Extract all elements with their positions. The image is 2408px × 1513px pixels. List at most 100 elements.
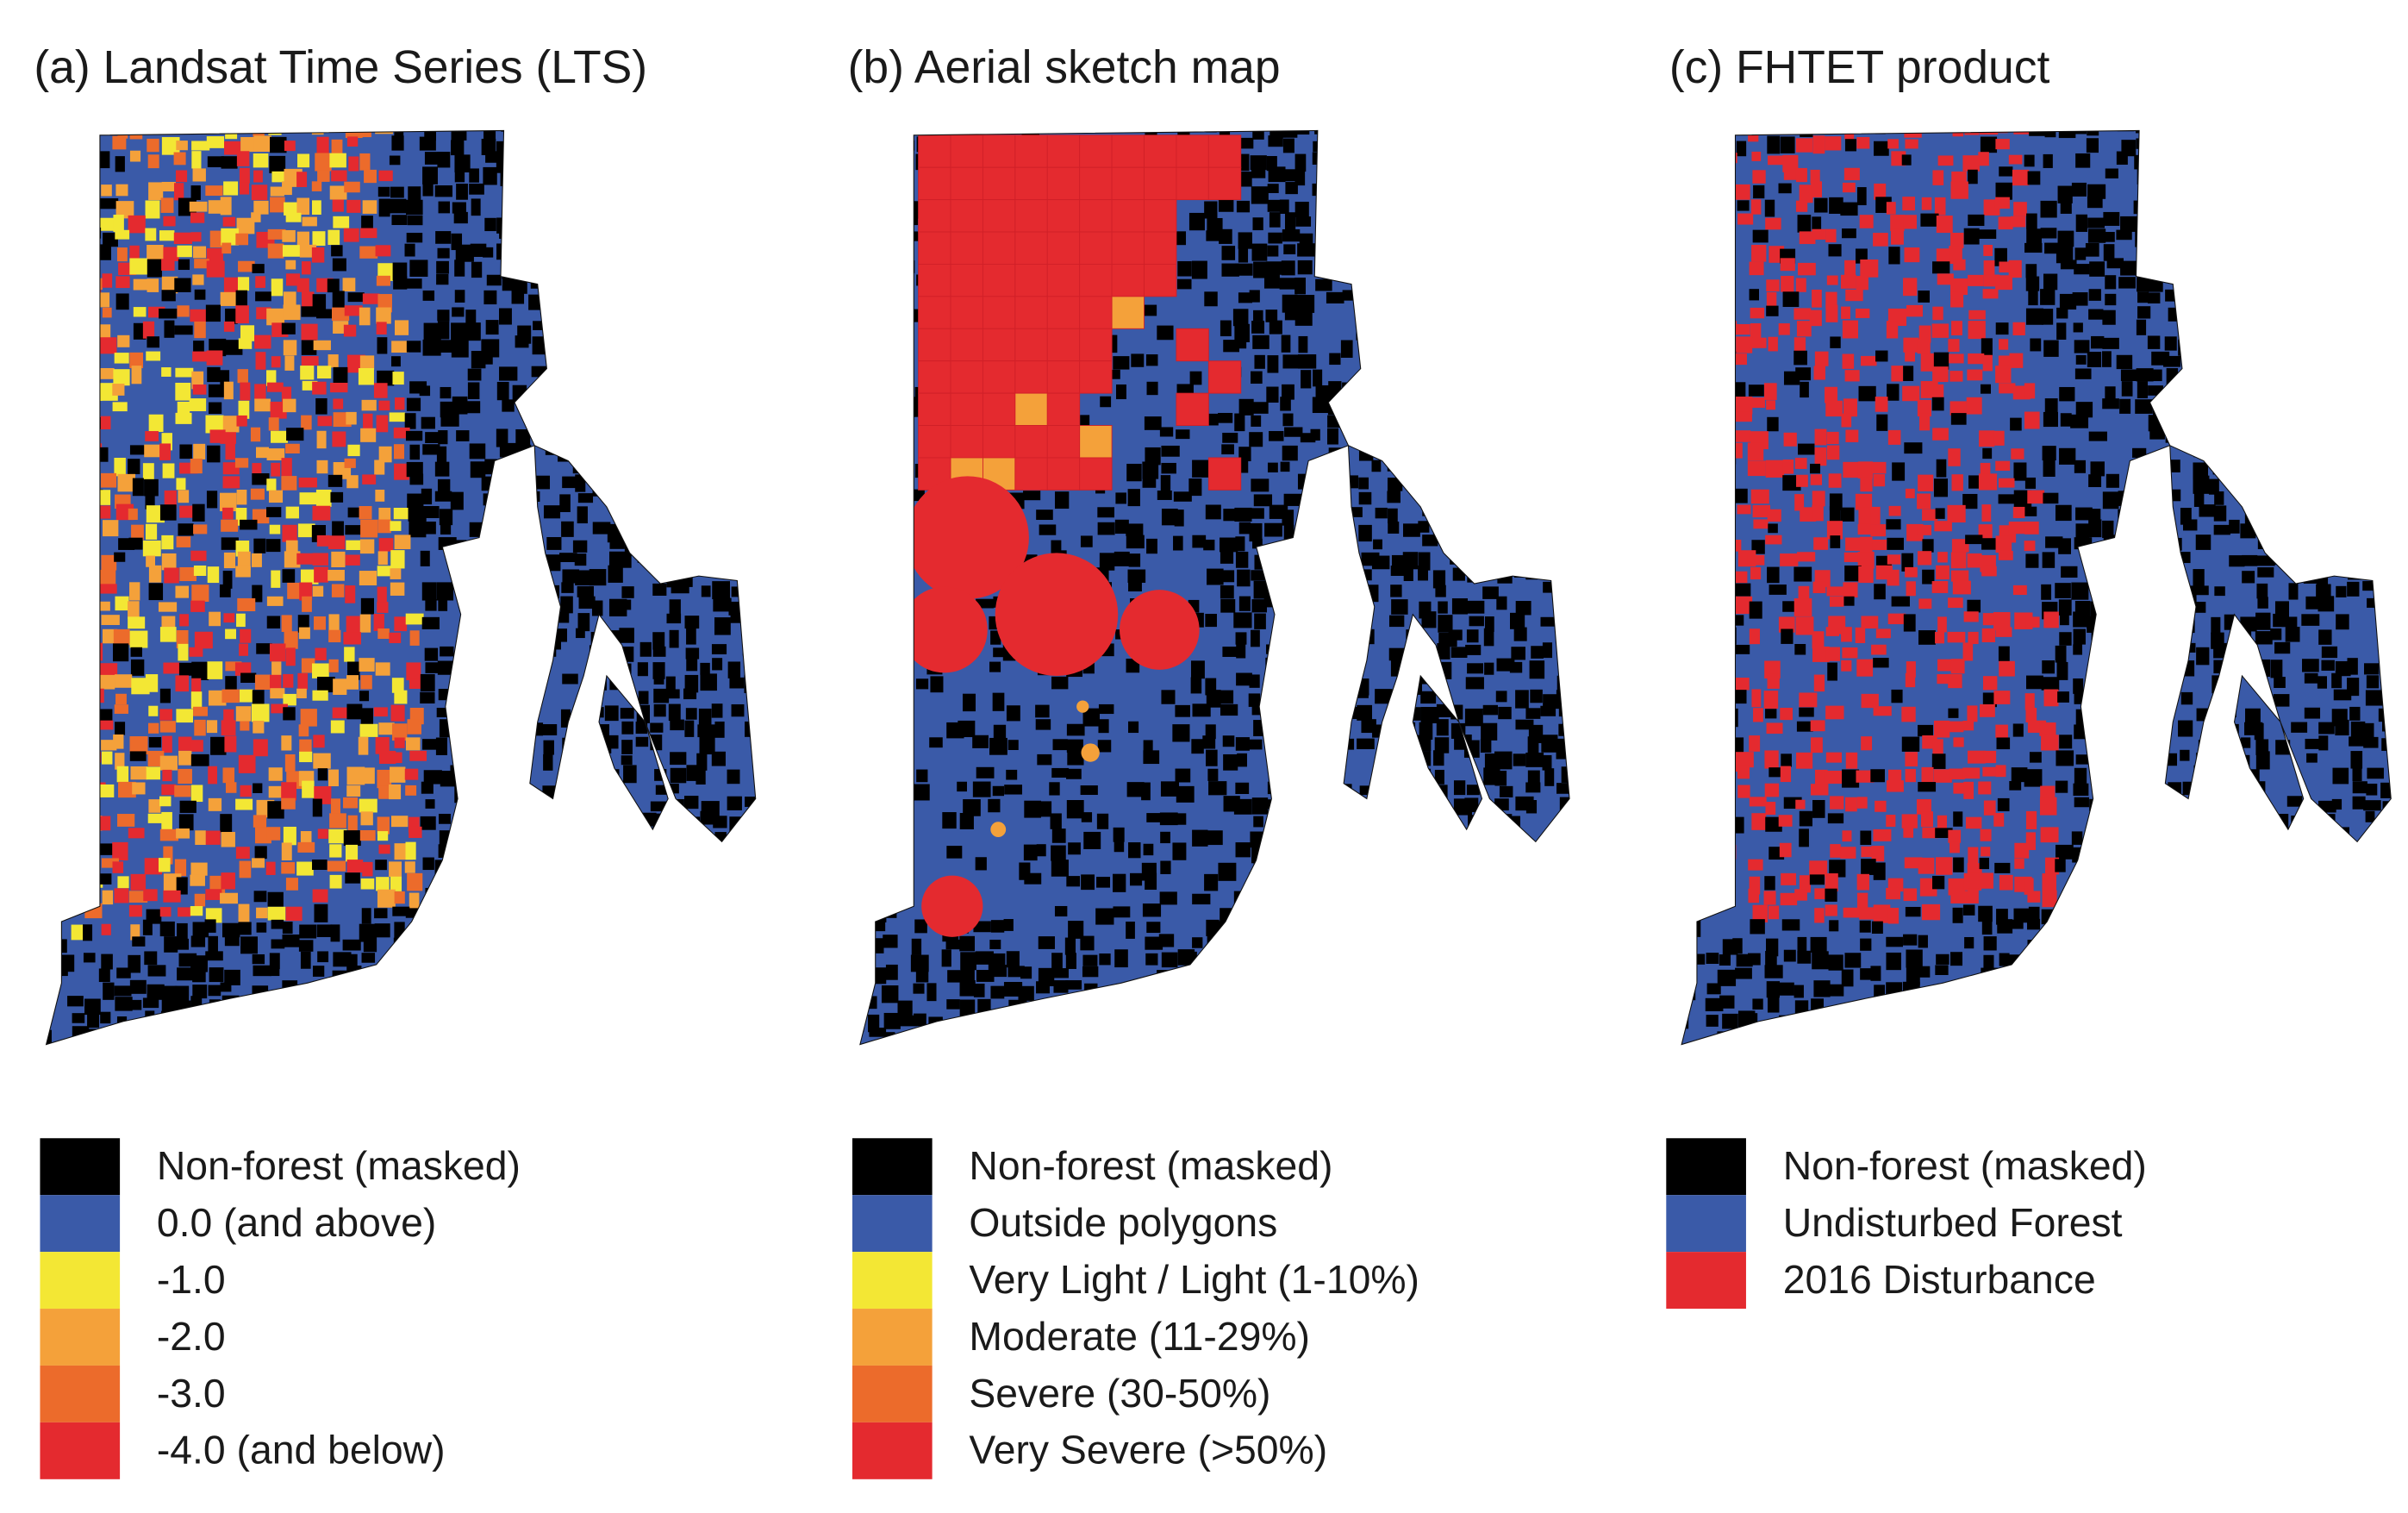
map-cell <box>859 259 869 277</box>
map-cell <box>870 478 881 492</box>
map-cell <box>1692 335 1709 347</box>
map-cell <box>284 996 303 1009</box>
map-cell <box>2304 442 2318 454</box>
map-cell <box>128 828 145 839</box>
map-cell <box>69 783 81 802</box>
map-cell <box>1841 413 1852 428</box>
map-cell <box>1968 847 1979 866</box>
map-cell <box>2352 847 2366 865</box>
map-cell <box>900 366 911 378</box>
map-cell <box>1690 459 1708 475</box>
map-cell <box>1751 151 1762 161</box>
map-cell <box>112 402 128 412</box>
map-cell <box>2269 829 2286 845</box>
map-cell <box>419 136 436 151</box>
map-cell <box>2349 736 2366 747</box>
map-cell <box>328 474 343 487</box>
map-cell <box>702 1044 714 1045</box>
map-cell <box>1264 707 1281 720</box>
map-cell <box>1145 953 1158 966</box>
map-cell <box>1006 769 1018 780</box>
map-cell <box>1875 350 1888 362</box>
map-cell <box>435 737 447 755</box>
map-cell <box>2245 708 2261 723</box>
map-cell <box>1110 369 1120 379</box>
map-cell <box>66 799 80 816</box>
map-cell <box>148 414 164 433</box>
map-cell <box>297 153 310 168</box>
map-cell <box>1544 955 1557 966</box>
map-cell <box>1917 399 1931 417</box>
map-cell <box>1269 1028 1280 1038</box>
map-cell <box>514 661 527 678</box>
map-cell <box>378 170 393 182</box>
map-cell <box>1799 828 1809 847</box>
map-cell <box>46 292 53 307</box>
map-cell <box>1931 323 1949 338</box>
map-cell <box>558 1015 577 1032</box>
map-cell <box>590 860 600 872</box>
map-cell <box>285 443 300 453</box>
map-cell <box>2132 724 2150 735</box>
map-cell <box>253 135 271 153</box>
map-cell <box>1937 273 1954 285</box>
map-cell <box>609 535 625 549</box>
map-cell <box>1095 908 1114 925</box>
map-cell <box>1222 735 1235 747</box>
map-cell <box>1706 785 1719 803</box>
map-cell <box>666 182 677 199</box>
map-cell <box>360 519 378 538</box>
map-cell <box>1484 968 1497 982</box>
map-cell <box>497 706 508 718</box>
map-cell <box>1499 921 1517 933</box>
map-cell <box>83 953 96 963</box>
map-cell <box>635 722 648 735</box>
map-cell <box>1393 799 1404 810</box>
map-cell <box>558 135 576 150</box>
map-cell <box>1069 1028 1087 1045</box>
map-cell <box>546 130 562 138</box>
map-cell <box>1515 291 1530 303</box>
map-cell <box>2274 184 2293 199</box>
map-cell <box>515 690 527 703</box>
map-cell <box>1438 661 1452 679</box>
map-cell <box>947 1027 960 1040</box>
map-cell <box>946 999 960 1010</box>
map-cell <box>990 1047 1000 1063</box>
map-cell <box>1736 336 1753 353</box>
map-cell <box>2133 217 2150 232</box>
map-cell <box>408 982 425 997</box>
map-cell <box>2367 169 2383 184</box>
map-cell <box>282 181 292 196</box>
map-cell <box>1500 139 1513 152</box>
map-cell <box>1437 643 1450 660</box>
map-cell <box>100 416 111 430</box>
map-cell <box>2239 754 2250 769</box>
map-cell <box>391 135 404 151</box>
map-cell <box>70 181 82 196</box>
map-cell <box>946 846 963 859</box>
map-cell <box>1342 796 1356 807</box>
map-cell <box>652 950 671 967</box>
map-cell <box>146 505 165 523</box>
map-cell <box>2316 584 2331 599</box>
map-cell <box>1219 690 1234 704</box>
map-cell <box>1904 857 1923 869</box>
map-cell <box>1361 585 1379 603</box>
map-cell <box>962 1016 981 1029</box>
map-cell <box>128 459 140 475</box>
map-cell <box>1479 213 1492 228</box>
map-cell <box>1495 1046 1512 1057</box>
map-cell <box>1420 153 1432 172</box>
map-cell <box>1391 371 1406 388</box>
map-cell <box>683 292 699 311</box>
map-cell <box>452 863 469 881</box>
map-cell <box>190 691 203 709</box>
map-cell <box>179 505 194 518</box>
map-cell <box>56 522 68 534</box>
map-cell <box>1747 397 1765 408</box>
map-cell <box>133 307 147 317</box>
map-cell <box>250 427 261 442</box>
map-cell <box>591 337 607 350</box>
map-cell <box>1438 954 1450 973</box>
